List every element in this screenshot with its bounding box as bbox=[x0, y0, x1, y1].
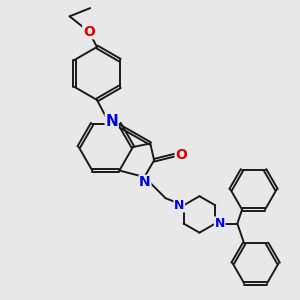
Text: N: N bbox=[139, 175, 151, 189]
Text: N: N bbox=[214, 217, 225, 230]
Text: N: N bbox=[105, 114, 118, 129]
Text: O: O bbox=[83, 25, 95, 39]
Text: O: O bbox=[175, 148, 187, 162]
Text: N: N bbox=[174, 199, 184, 212]
